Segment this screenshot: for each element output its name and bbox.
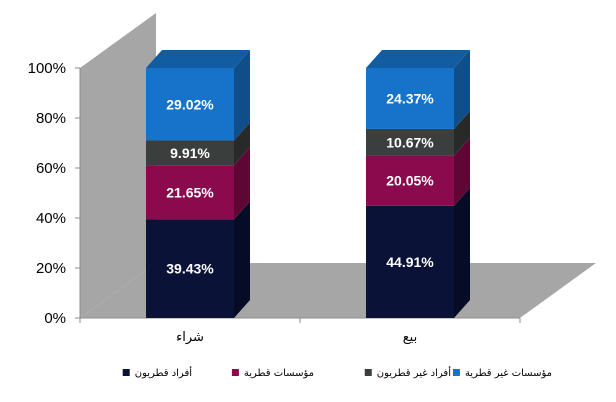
bar-front: [366, 68, 454, 129]
data-label: 21.65%: [166, 184, 214, 200]
legend-swatch: [364, 369, 372, 376]
y-tick-label: 60%: [36, 160, 66, 177]
bar-side: [454, 110, 470, 156]
y-tick-label: 100%: [28, 60, 66, 77]
legend-swatch: [231, 369, 239, 376]
bar-segment: 44.91%: [366, 187, 470, 318]
bar-segment: 24.37%: [366, 50, 470, 129]
legend: أفراد قطريون مؤسسات قطرية أفراد غير قطريون…: [122, 366, 552, 379]
bar-segment: 20.05%: [366, 137, 470, 206]
bar-front: [146, 140, 234, 166]
data-label: 29.02%: [166, 96, 214, 112]
bar-segment: 29.02%: [146, 49, 250, 141]
bar-side: [234, 122, 250, 166]
bar-side: [234, 147, 250, 220]
legend-label: مؤسسات قطرية: [244, 368, 314, 379]
legend-swatch: [452, 369, 460, 376]
legend-label: مؤسسات غير قطرية: [465, 368, 552, 379]
bar-segment: 9.91%: [146, 122, 250, 166]
legend-item: أفراد قطريون: [122, 366, 193, 379]
legend-swatch: [122, 369, 130, 376]
bar-front: [146, 67, 234, 141]
bar-side: [454, 187, 470, 318]
bar-front: [366, 155, 454, 206]
bar-side: [234, 49, 250, 141]
bar-segment: 10.67%: [366, 110, 470, 156]
chart-back-wall: [80, 13, 156, 318]
legend-item: مؤسسات قطرية: [231, 368, 314, 379]
bars: 39.43% 21.65% 9.91% 29.02% 44.91% 20.05% 10.67…: [146, 49, 470, 318]
data-label: 10.67%: [386, 134, 434, 150]
data-label: 24.37%: [386, 90, 434, 106]
bar-top: [146, 49, 250, 68]
bar-top: [366, 50, 470, 68]
bar-front: [146, 165, 234, 220]
legend-item: مؤسسات غير قطرية: [452, 368, 552, 379]
legend-item: أفراد غير قطريون: [364, 366, 451, 379]
data-label: 44.91%: [386, 254, 434, 270]
data-label: 39.43%: [166, 261, 214, 277]
bar-front: [366, 205, 454, 318]
x-category-label: بيع: [403, 330, 417, 345]
bar-side: [234, 201, 250, 318]
legend-label: أفراد غير قطريون: [377, 366, 451, 379]
data-label: 9.91%: [170, 145, 210, 161]
bar-segment: 39.43%: [146, 201, 250, 318]
bar-segment: 21.65%: [146, 147, 250, 220]
y-axis-ticks: 0% 20% 40% 60% 80% 100%: [28, 60, 80, 327]
x-axis-ticks: شراء بيع: [79, 318, 521, 345]
bar-front: [146, 219, 234, 318]
bar-side: [454, 137, 470, 206]
x-category-label: شراء: [176, 330, 204, 345]
y-tick-label: 80%: [36, 110, 66, 127]
bar-side: [454, 50, 470, 129]
y-tick-label: 20%: [36, 260, 66, 277]
legend-label: أفراد قطريون: [135, 366, 193, 379]
y-tick-label: 0%: [44, 310, 66, 327]
data-label: 20.05%: [386, 173, 434, 189]
y-tick-label: 40%: [36, 210, 66, 227]
bar-front: [366, 128, 454, 156]
